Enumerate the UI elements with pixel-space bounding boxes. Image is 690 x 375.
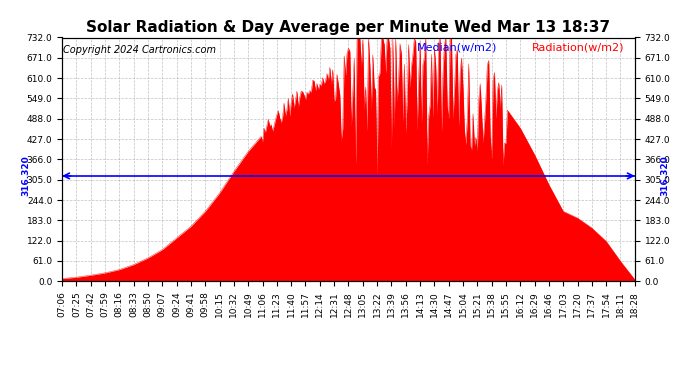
Text: 316.320: 316.320 [660, 156, 669, 196]
Text: Radiation(w/m2): Radiation(w/m2) [532, 42, 624, 52]
Text: Copyright 2024 Cartronics.com: Copyright 2024 Cartronics.com [63, 45, 216, 55]
Text: 316.320: 316.320 [21, 156, 30, 196]
Title: Solar Radiation & Day Average per Minute Wed Mar 13 18:37: Solar Radiation & Day Average per Minute… [86, 20, 611, 35]
Text: Median(w/m2): Median(w/m2) [417, 42, 497, 52]
